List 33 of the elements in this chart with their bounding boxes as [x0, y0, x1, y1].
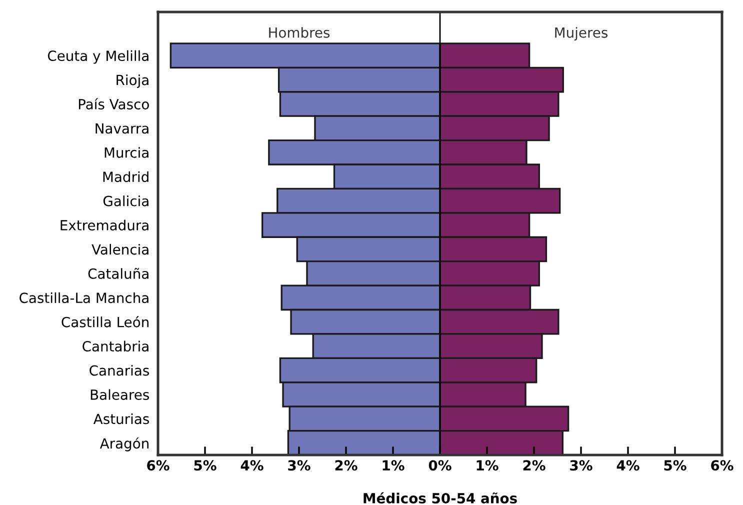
- y-tick-label: Ceuta y Melilla: [48, 50, 148, 64]
- y-tick-label: Madrid: [103, 171, 148, 182]
- x-tick-label: 3%: [570, 460, 592, 471]
- y-tick-label: Canarias: [90, 364, 149, 376]
- x-tick-label: 2%: [335, 460, 358, 471]
- y-tick-label: Murcia: [104, 147, 148, 158]
- x-tick-label: 6%: [711, 460, 734, 471]
- y-tick-label: Baleares: [90, 389, 149, 400]
- y-tick-label: Cataluña: [88, 268, 148, 279]
- x-tick-label: 5%: [664, 460, 686, 471]
- x-tick-label: 4%: [240, 460, 264, 471]
- y-tick-label: Cantabria: [82, 340, 148, 352]
- x-tick-label: 6%: [147, 460, 170, 471]
- y-tick-label: Navarra: [96, 123, 148, 134]
- series-label: Hombres: [269, 27, 330, 38]
- series-label: Mujeres: [555, 27, 608, 41]
- x-tick-label: 1%: [476, 460, 498, 471]
- y-tick-label: Galicia: [103, 196, 148, 206]
- x-tick-label: 2%: [523, 460, 546, 471]
- y-tick-label: Valencia: [92, 244, 148, 255]
- x-tick-label: 0%: [428, 460, 452, 471]
- y-tick-label: Castilla León: [62, 316, 148, 328]
- y-tick-label: País Vasco: [78, 98, 149, 110]
- x-tick-label: 3%: [288, 460, 310, 471]
- x-tick-label: 4%: [616, 460, 640, 471]
- y-tick-label: Rioja: [116, 74, 148, 88]
- x-axis-title: Médicos 50-54 años: [364, 492, 517, 504]
- y-tick-label: Aragón: [100, 437, 148, 452]
- x-tick-label: 5%: [194, 460, 216, 471]
- y-tick-label: Asturias: [93, 413, 149, 424]
- x-tick-label: 1%: [382, 460, 404, 471]
- y-tick-label: Castilla-La Mancha: [20, 292, 148, 304]
- y-tick-label: Extremadura: [60, 220, 148, 230]
